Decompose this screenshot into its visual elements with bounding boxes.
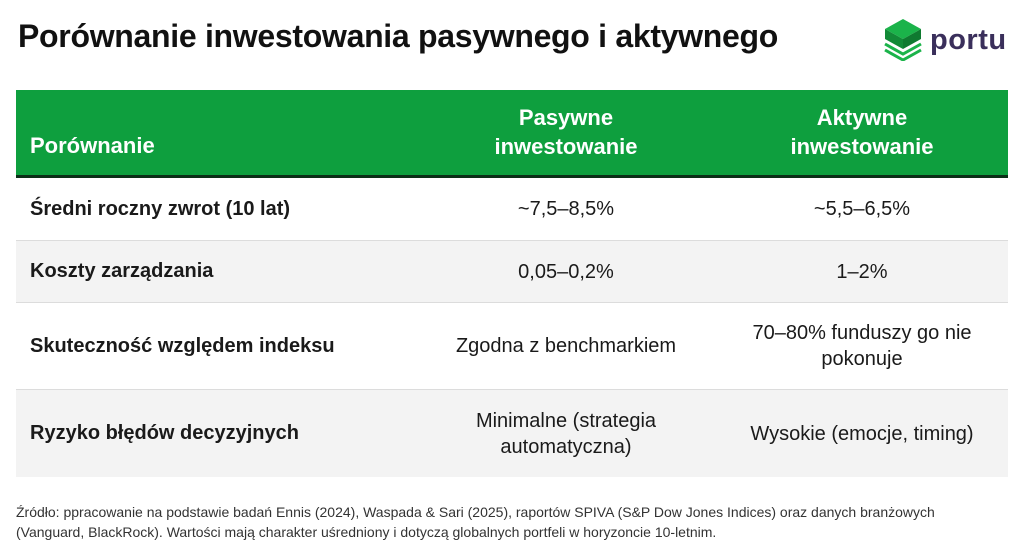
active-value: Wysokie (emocje, timing) xyxy=(750,422,974,445)
table-row: Ryzyko błędów decyzyjnych Minimalne (str… xyxy=(16,390,1008,477)
passive-cell: ~7,5–8,5% xyxy=(416,178,716,240)
row-label: Skuteczność względem indeksu xyxy=(30,334,335,357)
passive-cell: Zgodna z benchmarkiem xyxy=(416,303,716,389)
table-row: Średni roczny zwrot (10 lat) ~7,5–8,5% ~… xyxy=(16,178,1008,241)
header-label-active: Aktywne inwestowanie xyxy=(790,104,934,159)
active-value: 1–2% xyxy=(836,260,888,283)
passive-value: ~7,5–8,5% xyxy=(517,198,615,220)
passive-value: 0,05–0,2% xyxy=(518,260,614,283)
stacked-cube-logo-icon xyxy=(884,19,922,61)
active-cell: Wysokie (emocje, timing) xyxy=(716,390,1008,477)
row-label: Ryzyko błędów decyzyjnych xyxy=(30,422,299,444)
comparison-table: Porównanie Pasywne inwestowanie Aktywne … xyxy=(16,90,1008,477)
header-cell-comparison: Porównanie xyxy=(30,133,155,158)
table-row: Skuteczność względem indeksu Zgodna z be… xyxy=(16,303,1008,390)
brand-name: portu xyxy=(930,23,1007,56)
header-cell-active: Aktywne inwestowanie xyxy=(716,90,1008,175)
row-label: Średni roczny zwrot (10 lat) xyxy=(30,197,291,220)
active-cell: 1–2% xyxy=(716,241,1008,302)
passive-cell: 0,05–0,2% xyxy=(416,241,716,302)
active-value: 70–80% funduszy go nie pokonuje xyxy=(752,322,972,370)
header-cell-passive: Pasywne inwestowanie xyxy=(416,90,716,175)
brand-logo: portu xyxy=(884,18,1008,62)
passive-cell: Minimalne (strategia automatyczna) xyxy=(416,390,716,477)
active-value: ~5,5–6,5% xyxy=(813,198,911,220)
passive-value: Zgodna z benchmarkiem xyxy=(455,335,677,357)
header-label-passive: Pasywne inwestowanie xyxy=(494,104,638,159)
table-header: Porównanie Pasywne inwestowanie Aktywne … xyxy=(16,90,1008,178)
passive-value: Minimalne (strategia automatyczna) xyxy=(475,409,657,458)
source-note: Źródło: ppracowanie na podstawie badań E… xyxy=(16,504,935,541)
active-cell: 70–80% funduszy go nie pokonuje xyxy=(716,303,1008,389)
page-title: Porównanie inwestowania pasywnego i akty… xyxy=(18,18,779,54)
row-label: Koszty zarządzania xyxy=(30,260,214,282)
active-cell: ~5,5–6,5% xyxy=(716,178,1008,240)
table-row: Koszty zarządzania 0,05–0,2% 1–2% xyxy=(16,241,1008,303)
